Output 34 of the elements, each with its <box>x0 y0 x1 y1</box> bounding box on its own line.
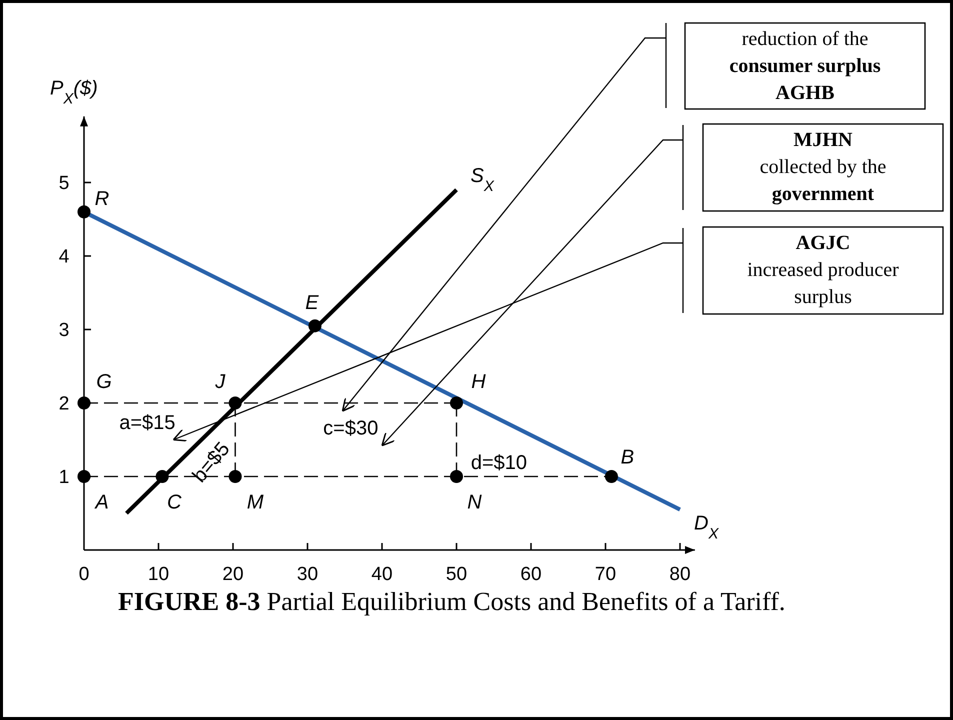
x-tick-label: 30 <box>296 564 318 585</box>
x-tick-label: 60 <box>520 564 542 585</box>
text: MJHN collected by the government <box>760 129 886 205</box>
data-label: C <box>167 492 182 514</box>
x-tick-label: 70 <box>594 564 616 585</box>
annotation: a=$15 <box>119 412 176 434</box>
data-label: G <box>96 371 112 393</box>
x-tick-label: 80 <box>669 564 691 585</box>
data-label: A <box>94 492 109 514</box>
y-tick-label: 1 <box>58 467 70 488</box>
annotation: c=$30 <box>323 417 378 440</box>
series-label: D$_{X}$ <box>694 512 720 542</box>
data-label: R <box>94 188 110 210</box>
series-label: S$_{X}$ <box>470 164 495 194</box>
annotation: d=$10 <box>470 452 528 474</box>
data-label: H <box>471 371 486 393</box>
y-tick-label: 2 <box>58 394 70 415</box>
x-tick-label: 10 <box>148 564 170 585</box>
data-label: J <box>214 371 226 393</box>
data-label: M <box>246 492 264 514</box>
text: FIGURE 8-3 Partial Equilibrium Costs and Benefits of a Tariff. <box>118 587 786 616</box>
y-tick-label: 5 <box>58 173 70 194</box>
text: reduction of the consumer surplus AGHB <box>729 28 881 104</box>
y-axis-title: P$_{X}$($) <box>50 77 98 107</box>
x-tick-label: 20 <box>222 564 244 585</box>
x-tick-label: 50 <box>446 564 468 585</box>
x-tick-label: 40 <box>371 564 393 585</box>
data-label: E <box>305 292 320 314</box>
data-label: B <box>620 446 634 468</box>
text: AGJC increased producer surplus <box>747 232 900 308</box>
y-tick-label: 4 <box>58 246 70 268</box>
y-tick-label: 3 <box>58 320 70 342</box>
data-label: N <box>467 492 482 514</box>
x-tick-label: 0 <box>78 564 90 585</box>
